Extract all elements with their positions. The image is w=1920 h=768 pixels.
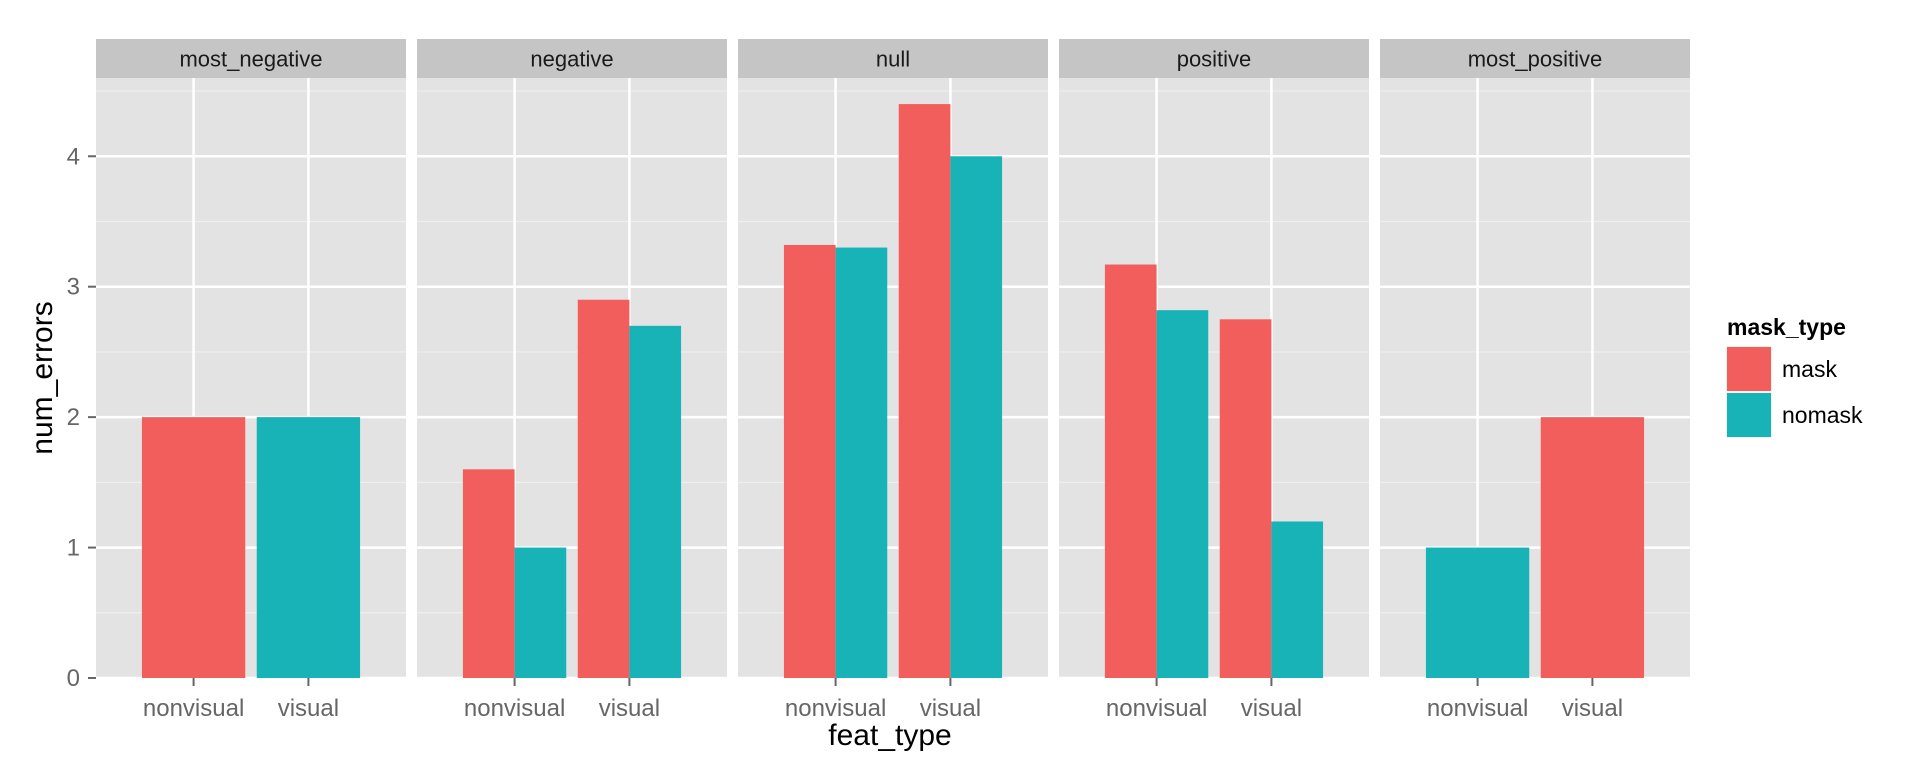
facet-strip xyxy=(417,39,727,78)
facet-strip xyxy=(1059,39,1369,78)
bar-most_negative-visual-nomask xyxy=(256,417,361,678)
facet-strip-label: null xyxy=(876,47,910,72)
x-tick-label: nonvisual xyxy=(1427,695,1528,722)
x-tick-label: nonvisual xyxy=(785,695,886,722)
y-axis: 0 1 2 3 4 xyxy=(67,143,96,692)
facet-strip-label: most_negative xyxy=(179,47,322,72)
facet-panels: most_negative nonvisual visual negative nonv… xyxy=(96,39,1690,722)
facet-strip-label: most_positive xyxy=(1468,47,1603,72)
x-tick-label: visual xyxy=(920,695,981,722)
x-axis-title: feat_type xyxy=(828,719,951,752)
facet-panel-positive: positive nonvisual visual xyxy=(1059,39,1369,722)
x-tick-label: nonvisual xyxy=(143,695,244,722)
bar-positive-visual-nomask xyxy=(1271,521,1324,678)
legend-title: mask_type xyxy=(1727,314,1846,340)
legend-label-mask: mask xyxy=(1782,356,1837,382)
facet-panel-null: null nonvisual visual xyxy=(738,39,1048,722)
y-tick-label: 4 xyxy=(67,143,80,170)
legend-key-mask xyxy=(1727,347,1771,391)
legend: mask_type mask nomask xyxy=(1726,314,1863,438)
bar-null-nonvisual-mask xyxy=(783,244,836,678)
facet-strip-label: negative xyxy=(530,47,613,72)
bar-null-visual-mask xyxy=(898,104,951,678)
bar-negative-nonvisual-mask xyxy=(462,469,515,678)
facet-strip xyxy=(1380,39,1690,78)
x-tick-label: visual xyxy=(599,695,660,722)
x-tick-label: nonvisual xyxy=(464,695,565,722)
x-tick-label: visual xyxy=(278,695,339,722)
y-axis-title: num_errors xyxy=(26,301,59,454)
bar-positive-nonvisual-nomask xyxy=(1156,310,1209,678)
facet-panel-most_positive: most_positive nonvisual visual xyxy=(1380,39,1690,722)
x-tick-label: visual xyxy=(1241,695,1302,722)
bar-negative-visual-mask xyxy=(577,299,630,678)
bar-negative-visual-nomask xyxy=(629,325,682,678)
facet-panel-most_negative: most_negative nonvisual visual xyxy=(96,39,406,722)
facet-strip xyxy=(96,39,406,78)
bar-negative-nonvisual-nomask xyxy=(514,547,567,678)
bar-positive-visual-mask xyxy=(1219,319,1272,678)
facet-panel-negative: negative nonvisual visual xyxy=(417,39,727,722)
bar-positive-nonvisual-mask xyxy=(1104,264,1157,678)
bar-most_negative-nonvisual-mask xyxy=(141,417,246,678)
x-tick-label: nonvisual xyxy=(1106,695,1207,722)
y-tick-label: 2 xyxy=(67,404,80,431)
facet-strip xyxy=(738,39,1048,78)
y-tick-label: 1 xyxy=(67,535,80,562)
bar-most_positive-nonvisual-nomask xyxy=(1425,547,1530,678)
y-tick-label: 0 xyxy=(67,665,80,692)
legend-key-nomask xyxy=(1727,393,1771,437)
legend-label-nomask: nomask xyxy=(1782,402,1863,428)
x-tick-label: visual xyxy=(1562,695,1623,722)
facet-strip-label: positive xyxy=(1177,47,1252,72)
bar-null-nonvisual-nomask xyxy=(835,247,888,678)
bar-null-visual-nomask xyxy=(950,156,1003,678)
bar-most_positive-visual-mask xyxy=(1540,417,1645,678)
y-tick-label: 3 xyxy=(67,274,80,301)
